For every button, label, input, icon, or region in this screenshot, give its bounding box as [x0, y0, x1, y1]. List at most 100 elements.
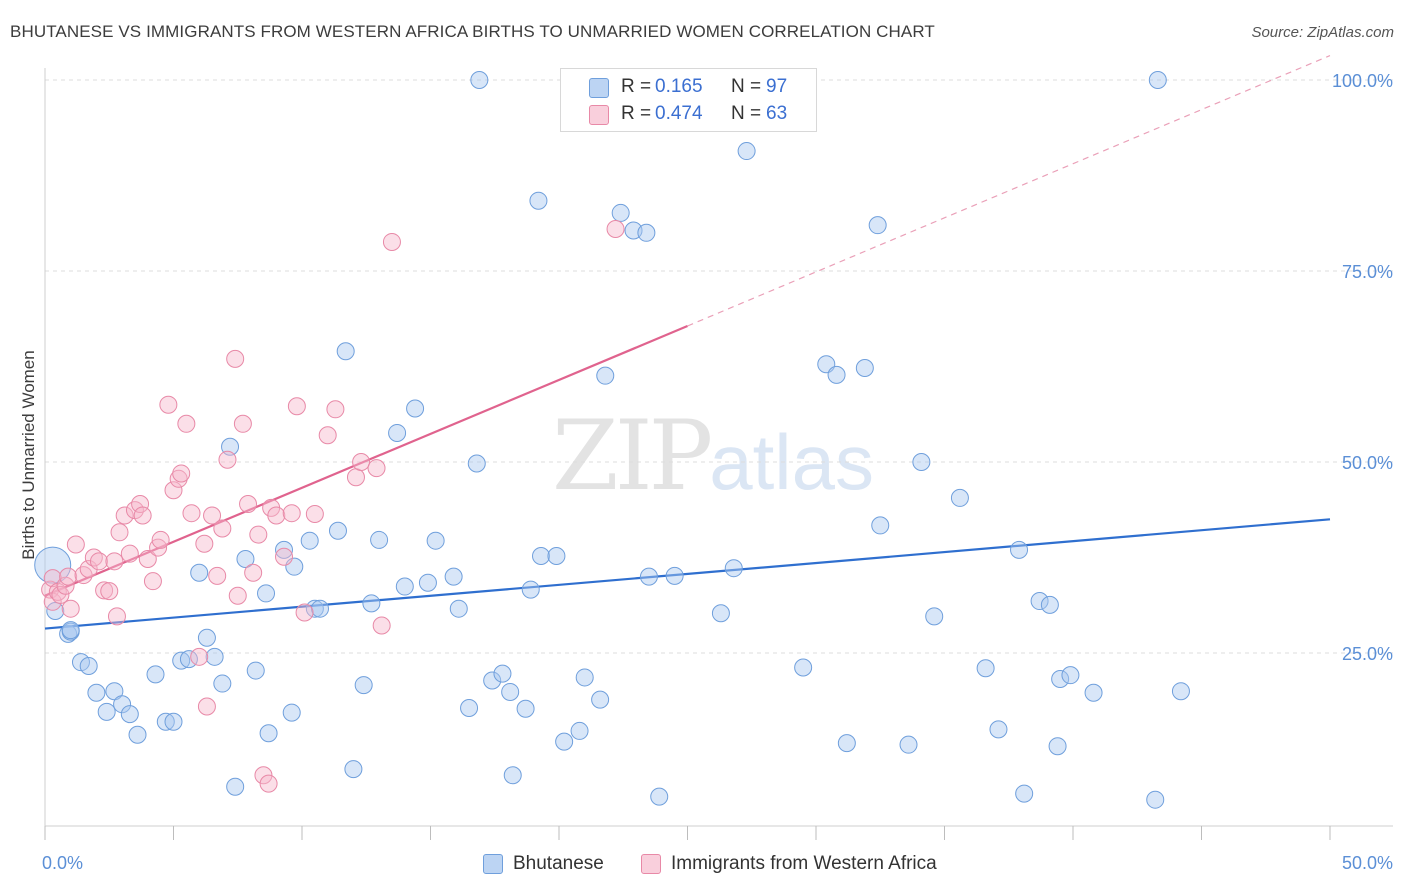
- point-bhutanese: [426, 531, 445, 550]
- point-bhutanese: [665, 566, 684, 585]
- point-bhutanese: [259, 724, 278, 743]
- point-bhutanese: [503, 766, 522, 785]
- point-bhutanese: [483, 671, 502, 690]
- point-bhutanese: [596, 366, 615, 385]
- trend-line-bhutanese: [44, 518, 1331, 630]
- legend-row-bhutanese: R = 0.165 N = 97: [561, 73, 816, 101]
- legend-bottom: Bhutanese Immigrants from Western Africa: [0, 852, 1406, 878]
- point-bhutanese: [1171, 682, 1190, 701]
- point-bhutanese: [197, 628, 216, 647]
- y-axis-title: Births to Unmarried Women: [19, 350, 38, 559]
- point-bhutanese: [1048, 737, 1067, 756]
- point-bhutanese: [190, 563, 209, 582]
- point-western-africa: [159, 395, 178, 414]
- point-bhutanese: [344, 760, 363, 779]
- point-western-africa: [164, 481, 183, 500]
- point-bhutanese: [236, 550, 255, 569]
- point-western-africa: [208, 566, 227, 585]
- point-western-africa: [172, 464, 191, 483]
- point-bhutanese: [493, 664, 512, 683]
- point-western-africa: [100, 582, 119, 601]
- point-western-africa: [606, 219, 625, 238]
- point-bhutanese: [950, 488, 969, 507]
- point-western-africa: [382, 232, 401, 251]
- legend-swatch-bhutanese: [589, 78, 609, 98]
- point-bhutanese: [521, 580, 540, 599]
- point-western-africa: [213, 519, 232, 538]
- point-bhutanese: [1146, 790, 1165, 809]
- source-label: Source: ZipAtlas.com: [1251, 24, 1394, 41]
- point-bhutanese: [310, 599, 329, 618]
- point-western-africa: [66, 535, 85, 554]
- point-bhutanese: [61, 621, 80, 640]
- legend-row-western-africa: R = 0.474 N = 63: [561, 100, 816, 128]
- point-western-africa: [79, 559, 98, 578]
- point-western-africa: [138, 550, 157, 569]
- point-western-africa: [197, 697, 216, 716]
- point-western-africa: [43, 592, 62, 611]
- point-western-africa: [275, 547, 294, 566]
- point-western-africa: [239, 495, 258, 514]
- point-bhutanese: [1061, 666, 1080, 685]
- point-western-africa: [267, 506, 286, 525]
- legend-r-label: R =: [621, 76, 652, 97]
- point-bhutanese: [354, 676, 373, 695]
- y-tick-label: 75.0%: [1342, 262, 1393, 282]
- point-western-africa: [203, 506, 222, 525]
- point-western-africa: [95, 581, 114, 600]
- legend-label-western-africa: Immigrants from Western Africa: [671, 853, 937, 874]
- point-bhutanese: [1051, 669, 1070, 688]
- point-western-africa: [254, 766, 273, 785]
- point-bhutanese: [925, 607, 944, 626]
- trend-line-western-africa: [44, 324, 688, 597]
- point-bhutanese: [637, 223, 656, 242]
- legend-r-label: R =: [621, 103, 652, 124]
- y-tick-label: 25.0%: [1342, 644, 1393, 664]
- point-bhutanese: [501, 682, 520, 701]
- point-western-africa: [352, 453, 371, 471]
- point-bhutanese: [827, 365, 846, 384]
- point-western-africa: [346, 468, 365, 487]
- point-bhutanese: [120, 705, 139, 724]
- axes: [44, 68, 1393, 840]
- point-bhutanese: [871, 516, 890, 535]
- point-bhutanese: [467, 454, 486, 473]
- point-bhutanese: [388, 423, 407, 442]
- point-bhutanese: [711, 604, 730, 623]
- legend-n-label: N =: [731, 103, 762, 124]
- point-bhutanese: [444, 567, 463, 586]
- point-western-africa: [233, 414, 252, 433]
- legend-swatch-western-africa: [641, 854, 661, 874]
- point-western-africa: [182, 504, 201, 523]
- point-bhutanese: [737, 142, 756, 161]
- point-bhutanese: [449, 599, 468, 618]
- point-bhutanese: [912, 453, 931, 471]
- watermark-zip: ZIP: [552, 400, 713, 512]
- point-western-africa: [259, 774, 278, 793]
- point-bhutanese: [611, 203, 630, 222]
- point-bhutanese: [305, 599, 324, 618]
- point-western-africa: [249, 525, 268, 544]
- point-bhutanese: [989, 720, 1008, 739]
- point-bhutanese: [1030, 592, 1049, 611]
- point-western-africa: [218, 450, 237, 469]
- point-western-africa: [120, 544, 139, 563]
- point-western-africa: [367, 459, 386, 478]
- point-bhutanese: [172, 651, 191, 670]
- point-bhutanese: [470, 71, 489, 89]
- point-bhutanese: [460, 699, 479, 718]
- point-western-africa: [295, 603, 314, 622]
- point-bhutanese: [794, 658, 813, 677]
- point-bhutanese: [1040, 595, 1059, 614]
- point-western-africa: [372, 616, 391, 635]
- point-bhutanese: [650, 787, 669, 806]
- legend-n-value: 97: [766, 76, 788, 97]
- point-bhutanese: [164, 712, 183, 731]
- point-bhutanese: [575, 668, 594, 687]
- legend-r-value: 0.474: [655, 103, 703, 124]
- point-bhutanese: [257, 584, 276, 603]
- point-bhutanese: [226, 777, 245, 796]
- point-bhutanese: [113, 695, 132, 714]
- point-bhutanese: [205, 647, 224, 666]
- point-bhutanese: [855, 359, 874, 378]
